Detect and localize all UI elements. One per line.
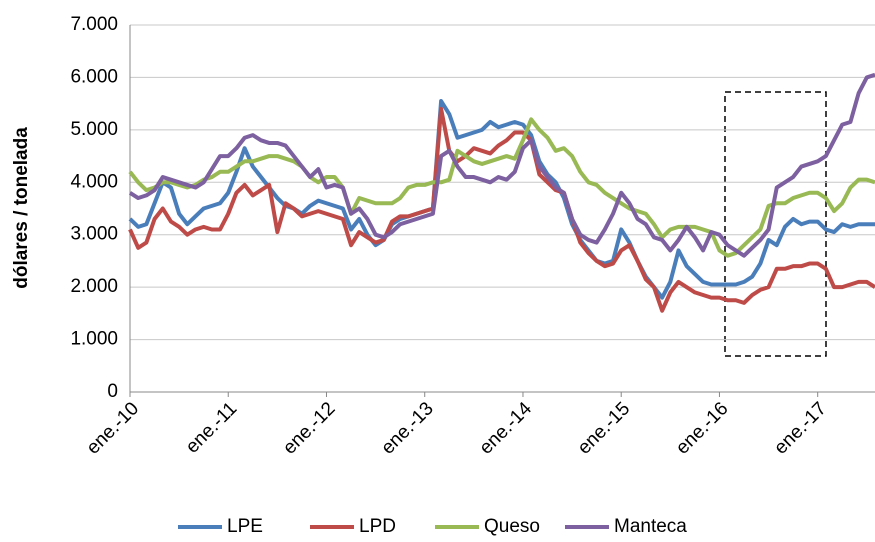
y-tick-label: 7.000	[70, 14, 118, 35]
x-tick-label: ene.-15	[574, 398, 634, 458]
x-tick-label: ene.-12	[279, 398, 339, 458]
y-tick-label: 1.000	[70, 329, 118, 350]
y-tick-label: 0	[107, 381, 118, 402]
series-line	[128, 72, 875, 258]
series-line	[128, 117, 875, 258]
legend-label: Manteca	[614, 516, 687, 537]
x-tick-label: ene.-14	[476, 398, 537, 459]
y-tick-label: 5.000	[70, 119, 118, 140]
series-line	[128, 106, 875, 313]
y-tick-label: 3.000	[70, 224, 118, 245]
x-tick-label: ene.-13	[377, 398, 437, 458]
y-axis-title: dólares / tonelada	[11, 127, 32, 289]
legend-label: LPE	[227, 516, 263, 537]
series-line	[128, 99, 875, 300]
legend-label: LPD	[359, 516, 396, 537]
x-tick-label: ene.-10	[83, 398, 143, 458]
y-tick-label: 2.000	[70, 276, 118, 297]
highlight-box	[724, 91, 827, 357]
y-tick-label: 4.000	[70, 171, 118, 192]
y-tick-label: 6.000	[70, 66, 118, 87]
x-tick-label: ene.-11	[182, 398, 241, 457]
legend-label: Queso	[484, 516, 540, 537]
x-tick-label: ene.-16	[672, 398, 732, 458]
x-tick-label: ene.-17	[770, 398, 830, 458]
